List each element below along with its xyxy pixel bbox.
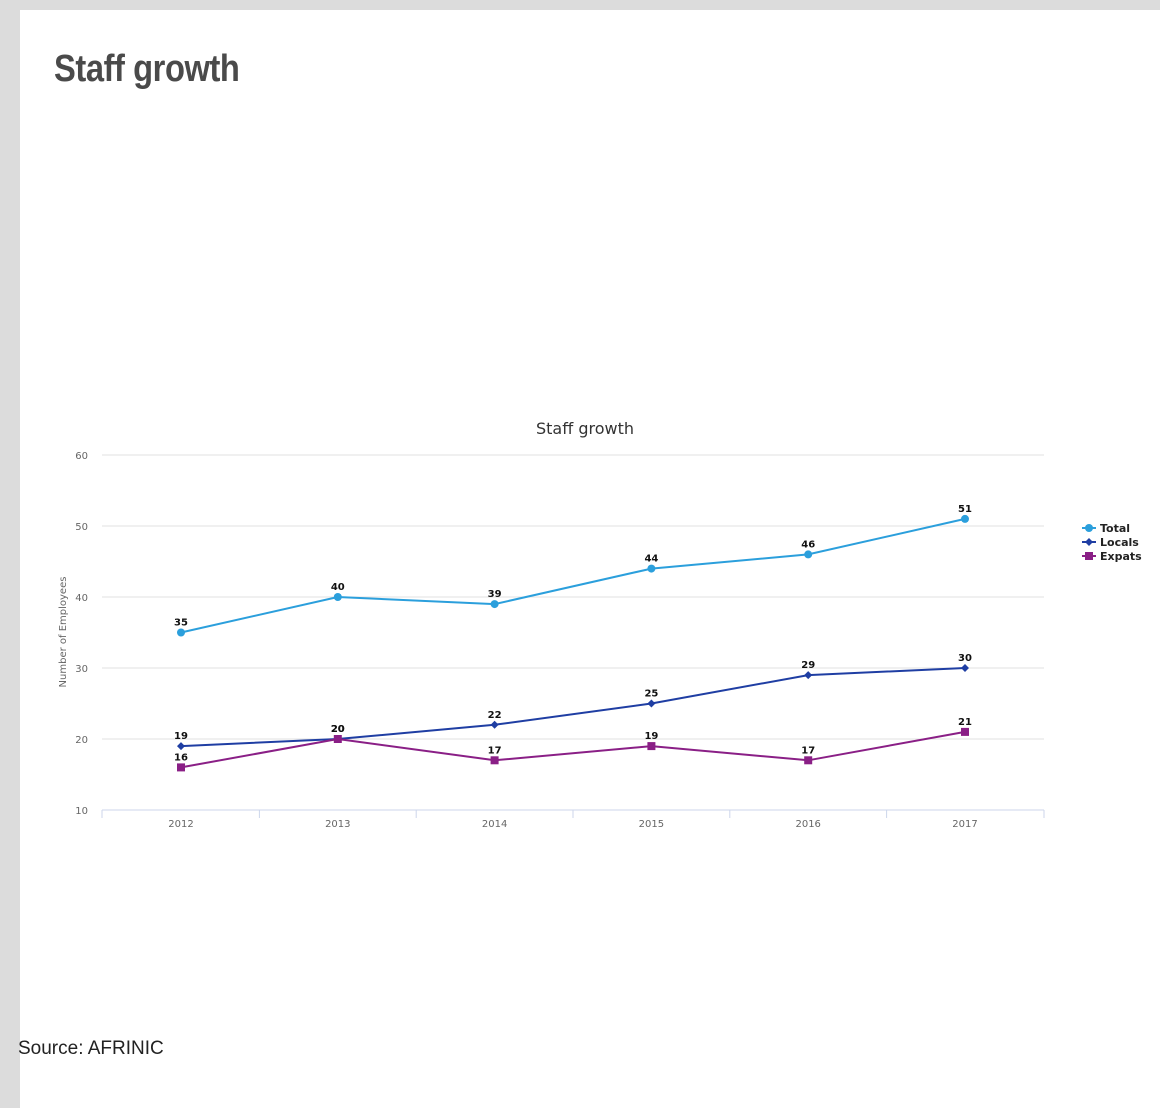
data-point[interactable] bbox=[490, 756, 499, 765]
data-label: 19 bbox=[644, 731, 658, 742]
legend-label: Locals bbox=[1100, 536, 1139, 549]
y-tick-label: 10 bbox=[75, 806, 88, 817]
x-axis: 2012 2013 2014 2015 2016 2017 bbox=[101, 809, 1045, 830]
data-point[interactable] bbox=[177, 742, 185, 751]
x-tick-label: 2012 bbox=[168, 819, 193, 830]
data-point[interactable] bbox=[177, 628, 185, 637]
series-group: 35 40 39 44 46 51 19 20 22 25 29 30 16 20 17 19 17 21 bbox=[174, 504, 972, 772]
data-label: 44 bbox=[644, 554, 658, 565]
x-tick-label: 2017 bbox=[952, 819, 977, 830]
data-label: 35 bbox=[174, 618, 188, 629]
series-line bbox=[180, 730, 966, 769]
data-point[interactable] bbox=[961, 664, 969, 672]
legend-symbol[interactable] bbox=[1085, 524, 1093, 532]
x-tick-label: 2015 bbox=[639, 819, 664, 830]
data-label: 51 bbox=[958, 504, 972, 515]
legend-item-total[interactable]: Total bbox=[1082, 522, 1130, 535]
data-point[interactable] bbox=[961, 514, 969, 523]
data-point[interactable] bbox=[177, 763, 185, 772]
series-total: 35 40 39 44 46 51 bbox=[174, 504, 972, 637]
page-title: Staff growth bbox=[54, 48, 240, 90]
y-tick-label: 30 bbox=[75, 664, 88, 675]
data-label: 39 bbox=[488, 589, 502, 600]
x-tick-label: 2013 bbox=[325, 819, 350, 830]
data-point[interactable] bbox=[804, 550, 813, 559]
legend-item-locals[interactable]: Locals bbox=[1082, 536, 1139, 549]
y-tick-label: 50 bbox=[75, 522, 88, 533]
data-label: 17 bbox=[801, 745, 815, 756]
y-tick-label: 60 bbox=[75, 451, 88, 462]
data-point[interactable] bbox=[490, 720, 499, 729]
gridlines bbox=[102, 454, 1044, 740]
y-tick-label: 20 bbox=[75, 735, 88, 746]
data-point[interactable] bbox=[490, 600, 499, 609]
y-tick-label: 40 bbox=[75, 593, 88, 604]
data-point[interactable] bbox=[961, 727, 969, 736]
chart-title: Staff growth bbox=[536, 419, 634, 438]
data-label: 40 bbox=[331, 582, 345, 593]
content-card bbox=[20, 10, 1160, 1108]
data-label: 17 bbox=[488, 745, 502, 756]
legend-label: Expats bbox=[1100, 550, 1142, 563]
data-label: 21 bbox=[958, 717, 972, 728]
data-point[interactable] bbox=[647, 699, 656, 708]
data-point[interactable] bbox=[647, 742, 656, 751]
data-point[interactable] bbox=[804, 671, 813, 680]
data-label: 46 bbox=[801, 539, 815, 550]
data-label: 29 bbox=[801, 660, 815, 671]
series-line bbox=[180, 667, 966, 748]
data-label: 25 bbox=[644, 689, 658, 700]
data-point[interactable] bbox=[647, 564, 656, 573]
legend-item-expats[interactable]: Expats bbox=[1082, 550, 1142, 563]
series-line bbox=[180, 517, 966, 634]
data-point[interactable] bbox=[333, 593, 342, 601]
x-tick-label: 2014 bbox=[482, 819, 507, 830]
legend-symbol[interactable] bbox=[1085, 552, 1093, 560]
series-expats: 16 20 17 19 17 21 bbox=[174, 717, 972, 772]
data-point[interactable] bbox=[804, 756, 813, 765]
data-label: 30 bbox=[958, 653, 972, 664]
data-label: 16 bbox=[174, 752, 188, 763]
data-point[interactable] bbox=[333, 735, 342, 743]
y-axis-ticks: 10 20 30 40 50 60 bbox=[75, 451, 88, 817]
x-tick-label: 2016 bbox=[795, 819, 820, 830]
data-label: 19 bbox=[174, 731, 188, 742]
legend-label: Total bbox=[1100, 522, 1130, 535]
y-axis-label: Number of Employees bbox=[58, 577, 69, 688]
data-label: 20 bbox=[331, 724, 345, 735]
data-label: 22 bbox=[488, 710, 502, 721]
legend-symbol[interactable] bbox=[1085, 538, 1093, 546]
source-note: Source: AFRINIC bbox=[18, 1038, 164, 1059]
data-label: 20 bbox=[331, 724, 345, 735]
